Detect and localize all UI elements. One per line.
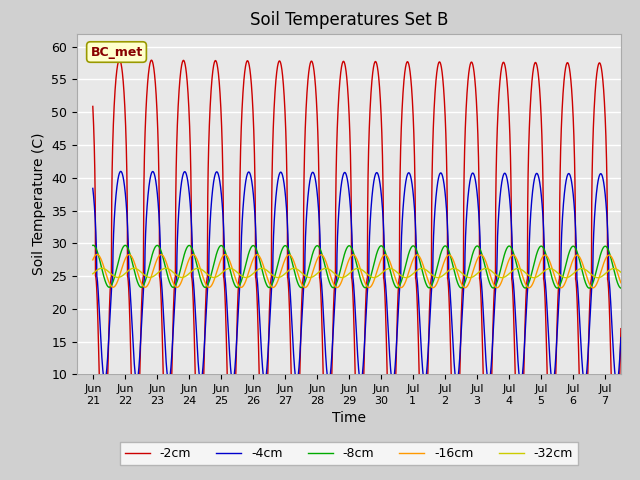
- -8cm: [89, 242, 97, 248]
- Line: -8cm: -8cm: [93, 245, 637, 288]
- -32cm: [291, 265, 298, 271]
- -16cm: [633, 258, 640, 264]
- -4cm: [554, 322, 561, 328]
- Title: Soil Temperatures Set B: Soil Temperatures Set B: [250, 11, 448, 29]
- -16cm: [554, 281, 561, 287]
- -16cm: [401, 280, 409, 286]
- -4cm: [613, 381, 621, 386]
- -16cm: [360, 278, 368, 284]
- -4cm: [360, 342, 368, 348]
- -2cm: [554, 304, 561, 310]
- -4cm: [89, 185, 97, 191]
- -32cm: [626, 275, 634, 281]
- -16cm: [621, 285, 629, 291]
- -16cm: [307, 276, 314, 282]
- -32cm: [355, 265, 362, 271]
- -2cm: [633, 107, 640, 113]
- Line: -32cm: -32cm: [93, 268, 637, 278]
- Text: BC_met: BC_met: [90, 46, 143, 59]
- -2cm: [307, 60, 314, 65]
- -8cm: [401, 265, 409, 271]
- -4cm: [117, 168, 125, 174]
- -2cm: [401, 69, 409, 74]
- -32cm: [307, 275, 314, 280]
- X-axis label: Time: Time: [332, 411, 366, 425]
- Line: -2cm: -2cm: [93, 60, 637, 480]
- -16cm: [89, 257, 97, 263]
- -2cm: [89, 104, 97, 109]
- -32cm: [360, 269, 368, 275]
- -4cm: [355, 364, 362, 370]
- -8cm: [90, 242, 97, 248]
- Legend: -2cm, -4cm, -8cm, -16cm, -32cm: -2cm, -4cm, -8cm, -16cm, -32cm: [120, 442, 578, 465]
- Y-axis label: Soil Temperature (C): Soil Temperature (C): [31, 133, 45, 275]
- -8cm: [291, 269, 298, 275]
- -32cm: [633, 271, 640, 277]
- -8cm: [307, 259, 314, 264]
- Line: -4cm: -4cm: [93, 171, 637, 384]
- -32cm: [554, 270, 561, 276]
- -2cm: [360, 342, 368, 348]
- -32cm: [401, 275, 409, 280]
- Line: -16cm: -16cm: [93, 254, 637, 288]
- -4cm: [307, 175, 314, 180]
- -8cm: [633, 243, 640, 249]
- -32cm: [89, 271, 97, 276]
- -2cm: [116, 57, 124, 63]
- -8cm: [360, 285, 368, 290]
- -4cm: [633, 188, 640, 194]
- -8cm: [618, 285, 625, 291]
- -32cm: [98, 265, 106, 271]
- -16cm: [93, 252, 101, 257]
- -4cm: [291, 364, 298, 370]
- -16cm: [291, 260, 298, 266]
- -16cm: [355, 260, 362, 266]
- -4cm: [401, 185, 409, 191]
- -8cm: [554, 285, 561, 291]
- -8cm: [355, 269, 362, 275]
